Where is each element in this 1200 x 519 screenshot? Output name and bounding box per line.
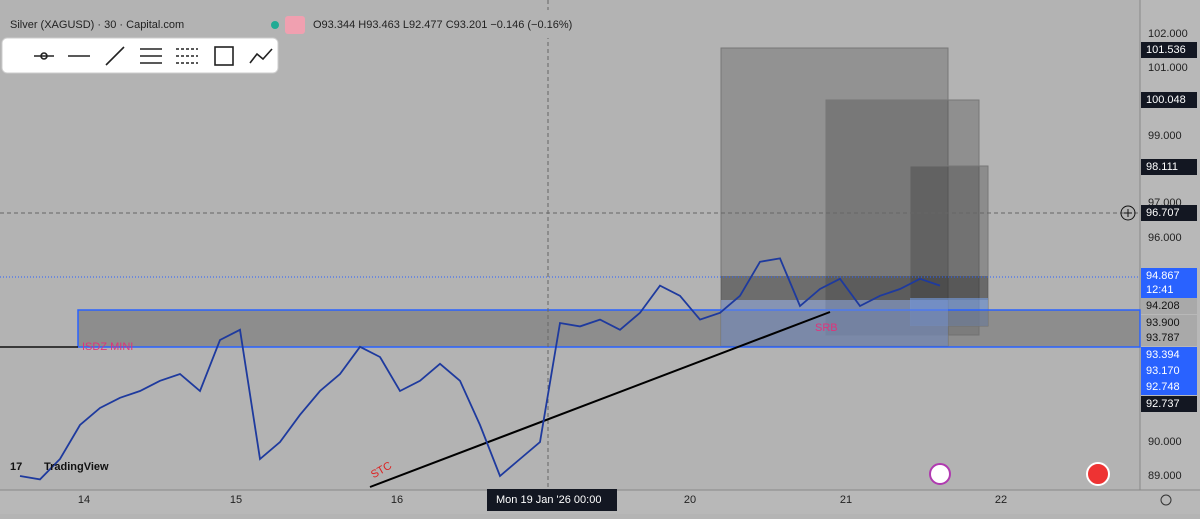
add-icon [1124,209,1132,217]
time-axis: 14 15 16 20 21 22 [78,494,1007,506]
brand: TradingView [44,461,109,473]
price-tag-bg [1141,347,1197,363]
event-icon[interactable] [929,463,951,485]
price-tag-bg [1141,205,1197,221]
price-tag: 93.900 [1146,317,1180,329]
price-tag-bg [1141,379,1197,395]
time-label: 14 [78,494,90,506]
price-tag-bg [1141,330,1197,346]
header [0,10,620,38]
tool[interactable] [34,52,54,60]
price-tag-bg [1141,268,1197,284]
price-tag: 93.787 [1146,332,1180,344]
tool[interactable] [176,48,198,64]
price-tag: 100.048 [1146,94,1186,106]
zone-rect [77,309,1141,348]
tool[interactable] [249,48,273,64]
time-label: 20 [684,494,696,506]
crosshair-label: Mon 19 Jan '26 00:00 [496,494,601,506]
symbol[interactable]: Silver (XAGUSD) · 30 · Capital.com [10,19,184,31]
price-tag: 96.707 [1146,207,1180,219]
shade [721,276,988,300]
price-tag: 12:41 [1146,284,1174,296]
tv-mark: 17 [10,461,22,473]
trendline [369,311,831,488]
price-label: 102.000 [1148,28,1188,40]
time-label: 15 [230,494,242,506]
price-tag: 98.111 [1146,161,1178,173]
time-label: 21 [840,494,852,506]
price-tag: 93.170 [1146,365,1180,377]
badge [285,16,305,34]
price-tag: 101.536 [1146,44,1186,56]
price-tag: 93.394 [1146,349,1180,361]
status-dot [271,21,279,29]
price-tag-bg [1141,42,1197,58]
price-tag-bg [1141,363,1197,379]
srb-label: SRB [815,322,838,334]
flag-icon[interactable] [1086,462,1110,486]
price-tag: 92.748 [1146,381,1180,393]
price-label: 89.000 [1148,470,1182,482]
price-tag: 92.737 [1146,398,1180,410]
time-label: 22 [995,494,1007,506]
tool[interactable] [214,46,234,66]
tool[interactable] [105,46,125,66]
price-tag-bg [1141,282,1197,298]
settings[interactable] [1160,494,1172,506]
zone-label: ISDZ MINI [82,341,133,353]
ohlc: O93.344 H93.463 L92.477 C93.201 −0.146 (… [313,19,572,31]
price-tag: 94.208 [1146,300,1180,312]
price-label: 101.000 [1148,62,1188,74]
price-tag-bg [1141,92,1197,108]
add-button[interactable] [1120,205,1136,221]
price-label: 90.000 [1148,436,1182,448]
price-tag-bg [1141,396,1197,412]
time-label: 16 [391,494,403,506]
price-tag-bg [1141,298,1197,314]
crosshair-tag [487,489,617,511]
price-line-series [19,257,941,481]
price-tag-bg [1141,315,1197,331]
tool[interactable] [140,48,162,64]
toolbar [1,37,279,74]
price-tag-bg [1141,159,1197,175]
price-label: 96.000 [1148,232,1182,244]
price-tag: 94.867 [1146,270,1180,282]
price-label: 99.000 [1148,130,1182,142]
